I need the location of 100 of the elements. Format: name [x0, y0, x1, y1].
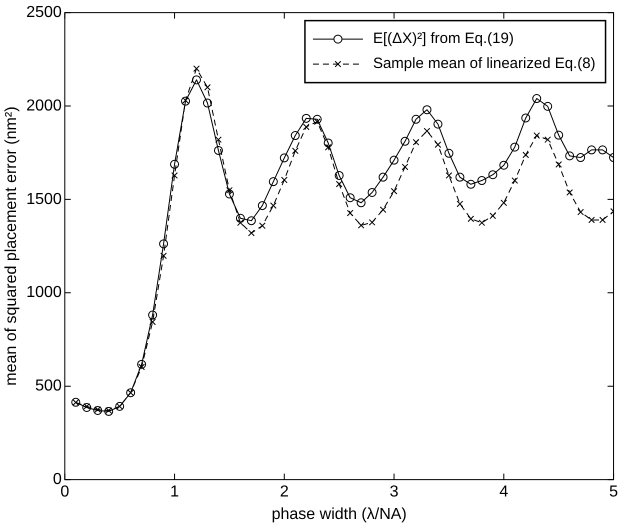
point: [555, 161, 562, 168]
y-tick-label: 1500: [26, 190, 62, 208]
point: [500, 199, 508, 206]
point: [237, 219, 244, 226]
point: [192, 75, 201, 84]
point: [390, 188, 398, 195]
point: [378, 172, 388, 182]
x-tick-label: 2: [280, 484, 289, 501]
point: [160, 252, 167, 260]
point: [522, 152, 530, 158]
point: [446, 172, 452, 179]
point: [588, 216, 595, 224]
point: [468, 216, 474, 222]
point: [268, 177, 278, 186]
point: [202, 98, 212, 108]
point: [412, 138, 420, 146]
point: [544, 136, 552, 143]
point: [137, 360, 146, 369]
point: [533, 132, 540, 139]
point: [577, 208, 584, 216]
point: [93, 406, 102, 415]
point: [444, 148, 454, 158]
y-axis-title: mean of squared placement error (nm²): [3, 106, 20, 386]
point: [94, 406, 102, 413]
point: [280, 153, 289, 162]
point: [204, 84, 211, 91]
x-tick-label: 5: [609, 484, 618, 501]
point: [334, 170, 344, 180]
point: [510, 142, 520, 152]
point: [466, 180, 476, 189]
legend-label: Sample mean of linearized Eq.(8): [372, 55, 596, 72]
point: [159, 239, 168, 248]
point: [236, 214, 245, 223]
point: [424, 128, 430, 134]
point: [246, 216, 256, 226]
point: [324, 138, 333, 148]
point: [248, 230, 255, 236]
x-tick-label: 4: [499, 484, 508, 501]
point: [83, 403, 90, 410]
point: [380, 206, 386, 214]
point: [543, 102, 552, 111]
y-tick-label: 500: [35, 378, 62, 395]
point: [193, 65, 200, 72]
point: [182, 97, 189, 104]
point: [390, 156, 399, 165]
point: [599, 216, 606, 224]
y-tick-label: 2000: [26, 97, 62, 114]
point: [422, 105, 432, 114]
point: [181, 96, 190, 106]
point: [576, 153, 586, 162]
point: [400, 136, 410, 146]
point: [521, 113, 530, 122]
point: [455, 172, 464, 182]
point: [258, 201, 267, 210]
point: [224, 189, 234, 198]
point: [499, 160, 508, 170]
legend-label: E[(ΔX)²] from Eq.(19): [372, 30, 514, 48]
x-tick-label: 3: [390, 484, 399, 501]
point: [587, 145, 596, 154]
point: [292, 148, 299, 154]
point: [324, 144, 332, 151]
point: [412, 114, 420, 124]
point: [554, 130, 564, 140]
point: [346, 193, 355, 202]
point: [511, 177, 518, 184]
point: [302, 124, 310, 130]
x-axis-title: phase width (λ/NA): [272, 506, 407, 523]
point: [215, 136, 222, 143]
point: [302, 114, 311, 123]
point: [138, 364, 145, 370]
point: [346, 210, 354, 216]
point: [270, 202, 277, 209]
point: [598, 145, 608, 154]
point: [358, 222, 364, 229]
point: [434, 141, 442, 148]
point: [456, 200, 464, 208]
point: [368, 188, 377, 197]
point: [402, 164, 408, 170]
point: [314, 118, 321, 126]
point: [259, 222, 266, 230]
point: [148, 310, 158, 320]
point: [478, 219, 486, 226]
point: [336, 180, 342, 188]
point: [368, 219, 376, 226]
point: [104, 406, 114, 416]
point: [312, 114, 322, 124]
point: [488, 170, 498, 180]
point: [226, 186, 233, 194]
y-tick-label: 2500: [26, 4, 62, 22]
y-tick-label: 1000: [26, 284, 62, 302]
point: [566, 189, 573, 196]
x-tick-label: 1: [170, 484, 180, 501]
point: [356, 198, 366, 208]
point: [149, 318, 156, 326]
point: [565, 151, 574, 160]
point: [280, 176, 288, 184]
y-tick-label: 0: [52, 471, 62, 488]
point: [82, 402, 92, 412]
point: [214, 146, 223, 155]
point: [477, 176, 486, 186]
